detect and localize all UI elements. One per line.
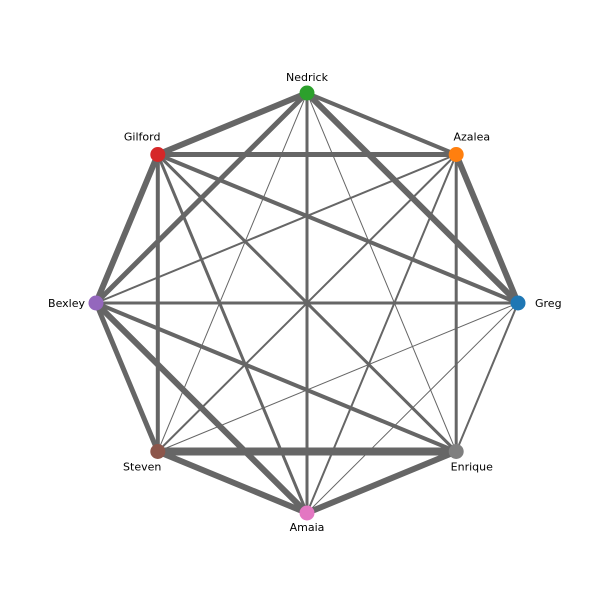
edge-gilford-greg: [155, 152, 520, 305]
node-layer: [88, 85, 526, 521]
node-label-enrique: Enrique: [451, 461, 493, 474]
edge-nedrick-azalea: [305, 91, 459, 157]
edge-greg-steven: [157, 302, 519, 452]
node-label-azalea: Azalea: [453, 131, 490, 144]
node-enrique: [448, 444, 464, 459]
edge-bexley-enrique: [94, 301, 459, 454]
edge-greg-enrique: [455, 302, 519, 453]
node-label-bexley: Bexley: [48, 297, 85, 310]
node-label-amaia: Amaia: [290, 521, 325, 534]
node-label-steven: Steven: [123, 461, 161, 474]
edge-amaia-enrique: [304, 448, 460, 516]
node-label-nedrick: Nedrick: [286, 71, 329, 84]
node-label-greg: Greg: [535, 297, 562, 310]
edge-bexley-steven: [93, 300, 161, 454]
edge-nedrick-gilford: [154, 90, 310, 158]
node-nedrick: [299, 85, 315, 101]
edge-azalea-bexley: [95, 153, 458, 304]
edge-layer: [93, 90, 521, 516]
node-label-gilford: Gilford: [124, 131, 161, 144]
edge-azalea-greg: [453, 151, 521, 306]
edge-bexley-amaia: [93, 300, 310, 516]
node-amaia: [299, 505, 315, 521]
label-layer: Greg Azalea Nedrick Gilford Bexley Steven Amai…: [48, 71, 562, 534]
node-gilford: [150, 147, 166, 162]
node-greg: [510, 295, 526, 311]
node-steven: [150, 444, 166, 459]
edge-steven-amaia: [154, 448, 310, 516]
node-azalea: [448, 147, 464, 162]
node-bexley: [88, 295, 104, 311]
edge-gilford-bexley: [93, 151, 161, 306]
edge-greg-amaia: [306, 302, 519, 514]
